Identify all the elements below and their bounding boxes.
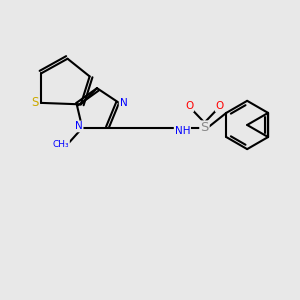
Text: O: O — [185, 101, 193, 111]
Text: S: S — [200, 122, 209, 134]
Text: N: N — [75, 122, 82, 131]
Text: CH₃: CH₃ — [52, 140, 69, 148]
Text: O: O — [216, 101, 224, 111]
Text: S: S — [32, 96, 39, 110]
Text: NH: NH — [175, 126, 190, 136]
Text: N: N — [120, 98, 128, 108]
